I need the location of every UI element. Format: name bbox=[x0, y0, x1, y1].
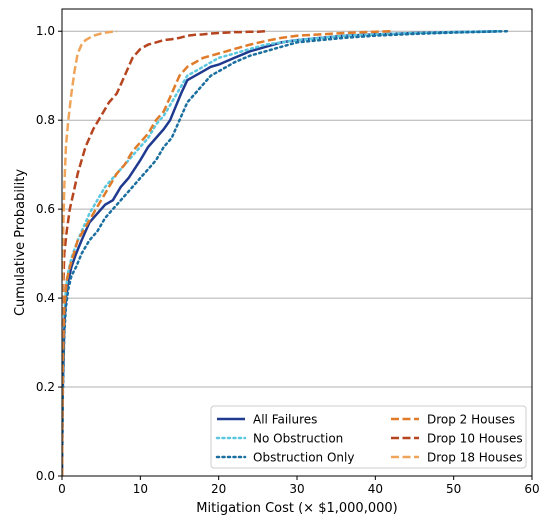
x-tick-label: 40 bbox=[368, 482, 383, 496]
series-line-drop-18-houses bbox=[62, 29, 117, 476]
series-line-drop-10-houses bbox=[62, 29, 266, 476]
legend-label: Drop 18 Houses bbox=[427, 451, 523, 465]
y-tick-label: 0.0 bbox=[36, 469, 55, 483]
x-tick-label: 10 bbox=[133, 482, 148, 496]
x-tick-label: 50 bbox=[446, 482, 461, 496]
legend-label: All Failures bbox=[253, 413, 317, 427]
y-tick-label: 0.6 bbox=[36, 202, 55, 216]
x-tick-label: 0 bbox=[58, 482, 66, 496]
y-axis-ticks: 0.0 0.2 0.4 0.6 0.8 1.0 bbox=[36, 24, 62, 483]
x-tick-label: 60 bbox=[524, 482, 539, 496]
legend-label: Obstruction Only bbox=[253, 451, 354, 465]
series-lines bbox=[62, 29, 510, 476]
legend-label: Drop 10 Houses bbox=[427, 432, 523, 446]
y-tick-label: 0.8 bbox=[36, 113, 55, 127]
y-tick-label: 1.0 bbox=[36, 24, 55, 38]
y-tick-label: 0.4 bbox=[36, 291, 55, 305]
legend-label: No Obstruction bbox=[253, 432, 343, 446]
legend-box bbox=[210, 405, 527, 469]
x-axis-ticks: 0 10 20 30 40 50 60 bbox=[58, 476, 540, 496]
y-tick-label: 0.2 bbox=[36, 380, 55, 394]
legend: All Failures No Obstruction Obstruction On… bbox=[210, 405, 527, 469]
series-line-obstruction-only bbox=[62, 29, 510, 476]
series-line-drop-2-houses bbox=[62, 29, 392, 476]
legend-label: Drop 2 Houses bbox=[427, 413, 515, 427]
y-axis-label: Cumulative Probability bbox=[13, 169, 28, 316]
x-axis-label: Mitigation Cost (× $1,000,000) bbox=[196, 501, 397, 516]
x-tick-label: 20 bbox=[211, 482, 226, 496]
x-tick-label: 30 bbox=[289, 482, 304, 496]
gridlines bbox=[62, 30, 532, 388]
